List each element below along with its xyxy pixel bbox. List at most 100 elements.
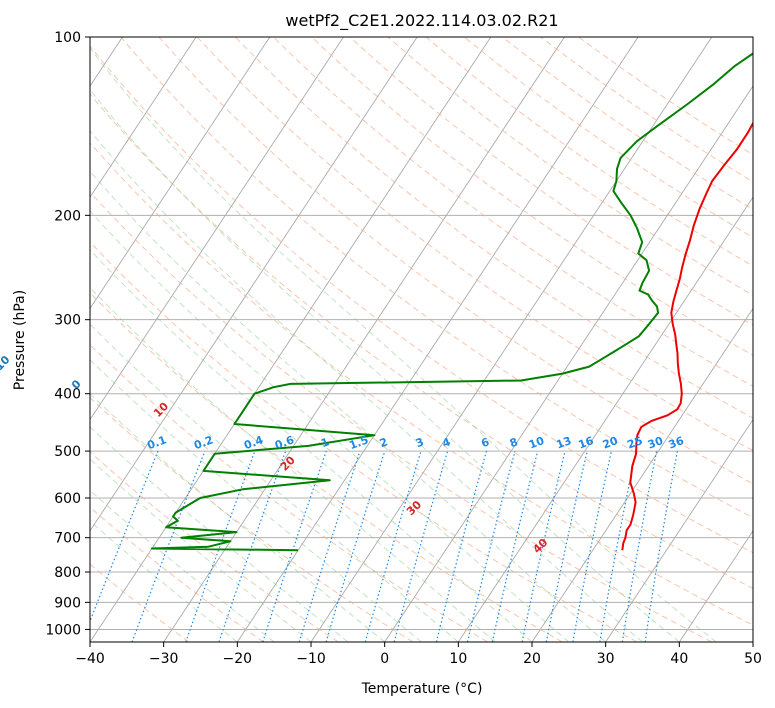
dry-adiabat-line	[90, 191, 712, 642]
mixing-ratio-label: 30	[646, 434, 665, 452]
isotherm-line	[310, 37, 713, 642]
moist-adiabat-line	[90, 358, 422, 642]
mixing-ratio-label: 36	[667, 434, 686, 452]
dry-adiabat-line	[90, 241, 638, 642]
x-tick-label: 50	[744, 651, 762, 667]
x-axis-title: Temperature (°C)	[361, 681, 483, 697]
plot-frame	[89, 36, 754, 643]
axes: −40 −30 −20 −10 0 10 20 30 40 5010020030040050060…	[45, 30, 762, 667]
y-tick-label: 200	[54, 208, 81, 224]
y-tick-label: 900	[54, 595, 81, 611]
x-tick-label: 20	[523, 651, 541, 667]
moist-adiabat-line	[90, 489, 275, 642]
x-tick-label: −10	[296, 651, 326, 667]
mixing-ratio-label: 4	[441, 435, 453, 450]
moist-adiabat-line	[90, 520, 238, 642]
mixing-ratio-line	[90, 450, 159, 623]
isotherm-line	[678, 529, 753, 642]
isotherm-line	[90, 37, 418, 532]
dewpoint-profile	[151, 52, 753, 552]
y-tick-label: 500	[54, 444, 81, 460]
isotherm-line	[384, 85, 753, 642]
mixing-ratio-label: 0.6	[273, 433, 296, 452]
mixing-ratio-label: 3	[414, 435, 426, 450]
y-tick-label: 1000	[45, 622, 81, 638]
mixing-ratio-line	[521, 450, 566, 642]
mixing-ratio-line	[218, 450, 287, 642]
mixing-ratio-line	[393, 450, 449, 642]
moist-adiabat-line	[90, 458, 312, 642]
moist-adiabat-line	[90, 426, 349, 642]
dry-adiabat-line	[90, 292, 563, 642]
mixing-ratio-line	[325, 450, 386, 642]
moist-adiabat-line	[90, 130, 643, 642]
y-tick-label: 300	[54, 313, 81, 329]
x-tick-label: −30	[149, 651, 179, 667]
y-tick-label: 600	[54, 491, 81, 507]
mixing-ratio-line	[262, 450, 327, 642]
mixing-ratio-line	[572, 450, 612, 642]
isotherm-line	[457, 196, 753, 642]
mixing-ratio-label: 0.2	[192, 433, 215, 452]
moist-adiabat-line	[90, 323, 459, 642]
mixing-ratio-label: 6	[479, 435, 491, 450]
isotherm-line	[752, 641, 753, 642]
mixing-ratio-line	[644, 450, 678, 642]
adiabat-label: 20	[278, 453, 298, 473]
background-lines	[90, 37, 753, 642]
mixing-ratio-line	[466, 450, 516, 642]
dry-adiabat-line	[387, 37, 753, 296]
mixing-ratio-line	[364, 450, 422, 642]
mixing-ratio-line	[131, 450, 206, 642]
moist-adiabat-line	[90, 170, 606, 642]
mixing-ratio-label: 1	[319, 435, 331, 450]
data-lines	[151, 52, 753, 552]
y-tick-label: 100	[54, 30, 81, 46]
x-tick-label: 10	[449, 651, 467, 667]
isotherm-line	[531, 307, 753, 642]
y-tick-label: 700	[54, 531, 81, 547]
x-tick-label: −20	[223, 651, 253, 667]
line-labels: 0.10.20.40.611.52346810131620253036-100-…	[0, 353, 686, 556]
mixing-ratio-label: 0.4	[242, 433, 265, 452]
dry-adiabat-line	[234, 37, 753, 419]
dry-adiabat-line	[196, 37, 753, 452]
dry-adiabat-line	[90, 344, 488, 642]
adiabat-label: -10	[0, 353, 13, 376]
dry-adiabat-line	[90, 451, 339, 642]
mixing-ratio-line	[298, 450, 361, 642]
dry-adiabat-line	[90, 45, 753, 554]
mixing-ratio-label: 0.1	[145, 433, 168, 452]
mixing-ratio-line	[185, 450, 256, 642]
mixing-ratio-line	[491, 450, 539, 642]
mixing-ratio-label: 8	[508, 435, 520, 450]
mixing-ratio-line	[545, 450, 588, 642]
dry-adiabat-line	[158, 37, 753, 485]
mixing-ratio-line	[435, 450, 488, 642]
isotherm-line	[90, 37, 492, 642]
adiabat-label: 40	[530, 536, 550, 556]
dry-adiabat-line	[425, 37, 753, 267]
moist-adiabat-line	[90, 89, 680, 642]
moist-adiabat-line	[90, 393, 385, 642]
mixing-ratio-label: 20	[601, 434, 620, 452]
mixing-ratio-label: 16	[577, 434, 596, 452]
y-axis-title: Pressure (hPa)	[12, 290, 28, 390]
dry-adiabat-line	[90, 506, 264, 642]
mixing-ratio-label: 1.5	[347, 433, 370, 452]
x-tick-label: 0	[380, 651, 389, 667]
isotherm-line	[90, 37, 271, 310]
dry-adiabat-line	[463, 37, 753, 239]
isotherm-line	[605, 418, 753, 642]
temperature-profile	[621, 121, 753, 551]
moist-adiabat-line	[90, 47, 717, 642]
moist-adiabat-line	[90, 249, 533, 642]
isotherm-line	[236, 37, 639, 642]
mixing-ratio-label: 10	[527, 434, 546, 452]
y-tick-label: 400	[54, 387, 81, 403]
moist-adiabat-line	[90, 210, 570, 642]
isotherm-line	[90, 37, 197, 199]
moist-adiabat-line	[90, 286, 496, 642]
x-tick-label: −40	[75, 651, 105, 667]
dry-adiabat-line	[120, 37, 753, 519]
